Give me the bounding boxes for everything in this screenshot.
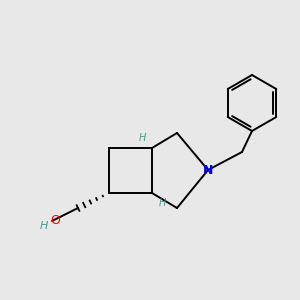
Text: H: H xyxy=(40,221,48,231)
Text: H: H xyxy=(138,133,146,143)
Text: O: O xyxy=(50,214,60,227)
Text: N: N xyxy=(203,164,213,176)
Text: H: H xyxy=(158,198,166,208)
